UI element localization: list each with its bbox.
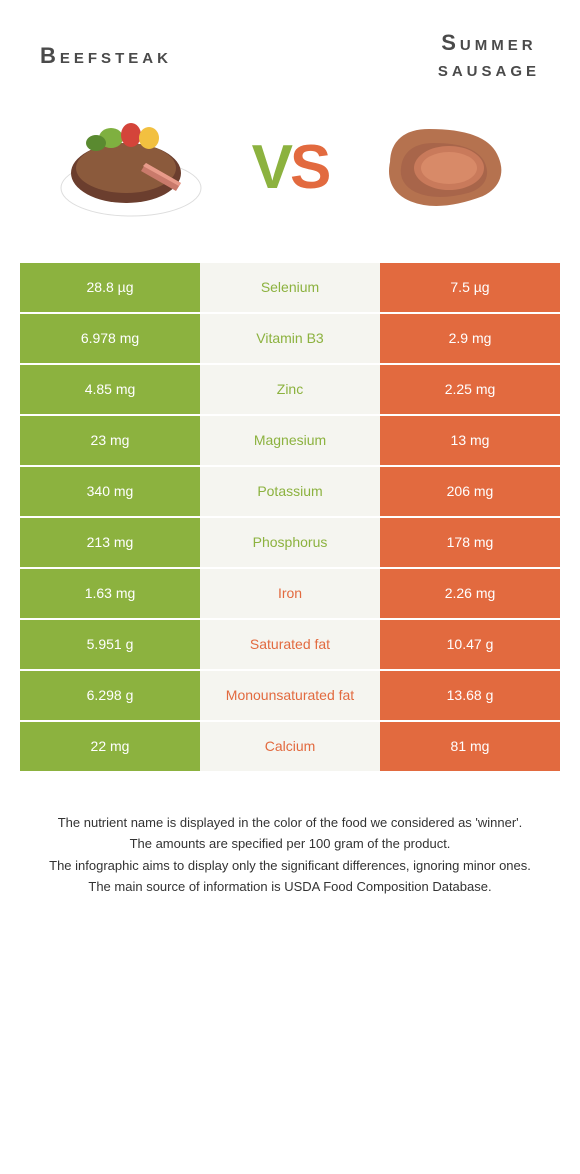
right-value: 7.5 µg — [380, 263, 560, 312]
nutrient-label: Zinc — [200, 365, 380, 414]
right-value: 10.47 g — [380, 620, 560, 669]
table-row: 4.85 mgZinc2.25 mg — [20, 365, 560, 416]
table-row: 5.951 gSaturated fat10.47 g — [20, 620, 560, 671]
nutrient-label: Calcium — [200, 722, 380, 771]
table-row: 28.8 µgSelenium7.5 µg — [20, 263, 560, 314]
nutrient-label: Phosphorus — [200, 518, 380, 567]
footer-line: The amounts are specified per 100 gram o… — [30, 834, 550, 854]
table-row: 213 mgPhosphorus178 mg — [20, 518, 560, 569]
left-value: 213 mg — [20, 518, 200, 567]
nutrient-label: Magnesium — [200, 416, 380, 465]
footer-notes: The nutrient name is displayed in the co… — [0, 773, 580, 919]
left-value: 6.978 mg — [20, 314, 200, 363]
right-food-title: Summer sausage — [438, 30, 540, 83]
left-value: 28.8 µg — [20, 263, 200, 312]
nutrient-label: Iron — [200, 569, 380, 618]
right-value: 2.26 mg — [380, 569, 560, 618]
left-value: 1.63 mg — [20, 569, 200, 618]
right-value: 2.25 mg — [380, 365, 560, 414]
footer-line: The main source of information is USDA F… — [30, 877, 550, 897]
right-value: 13 mg — [380, 416, 560, 465]
table-row: 6.978 mgVitamin B32.9 mg — [20, 314, 560, 365]
left-value: 340 mg — [20, 467, 200, 516]
nutrient-label: Monounsaturated fat — [200, 671, 380, 720]
nutrient-label: Saturated fat — [200, 620, 380, 669]
nutrient-label: Selenium — [200, 263, 380, 312]
left-value: 22 mg — [20, 722, 200, 771]
right-value: 13.68 g — [380, 671, 560, 720]
table-row: 6.298 gMonounsaturated fat13.68 g — [20, 671, 560, 722]
table-row: 340 mgPotassium206 mg — [20, 467, 560, 518]
beefsteak-image — [51, 113, 211, 223]
vs-v: V — [252, 133, 290, 202]
table-row: 22 mgCalcium81 mg — [20, 722, 560, 773]
left-value: 6.298 g — [20, 671, 200, 720]
right-value: 2.9 mg — [380, 314, 560, 363]
left-food-title: Beefsteak — [40, 43, 172, 69]
vs-s: S — [290, 133, 328, 202]
table-row: 23 mgMagnesium13 mg — [20, 416, 560, 467]
left-value: 5.951 g — [20, 620, 200, 669]
left-value: 4.85 mg — [20, 365, 200, 414]
nutrient-label: Vitamin B3 — [200, 314, 380, 363]
nutrient-label: Potassium — [200, 467, 380, 516]
sausage-image — [369, 113, 529, 223]
vs-row: VS — [0, 103, 580, 263]
footer-line: The nutrient name is displayed in the co… — [30, 813, 550, 833]
vs-label: VS — [252, 132, 329, 203]
left-value: 23 mg — [20, 416, 200, 465]
header: Beefsteak Summer sausage — [0, 0, 580, 103]
right-value: 206 mg — [380, 467, 560, 516]
footer-line: The infographic aims to display only the… — [30, 856, 550, 876]
table-row: 1.63 mgIron2.26 mg — [20, 569, 560, 620]
right-value: 81 mg — [380, 722, 560, 771]
nutrient-table: 28.8 µgSelenium7.5 µg6.978 mgVitamin B32… — [20, 263, 560, 773]
right-value: 178 mg — [380, 518, 560, 567]
